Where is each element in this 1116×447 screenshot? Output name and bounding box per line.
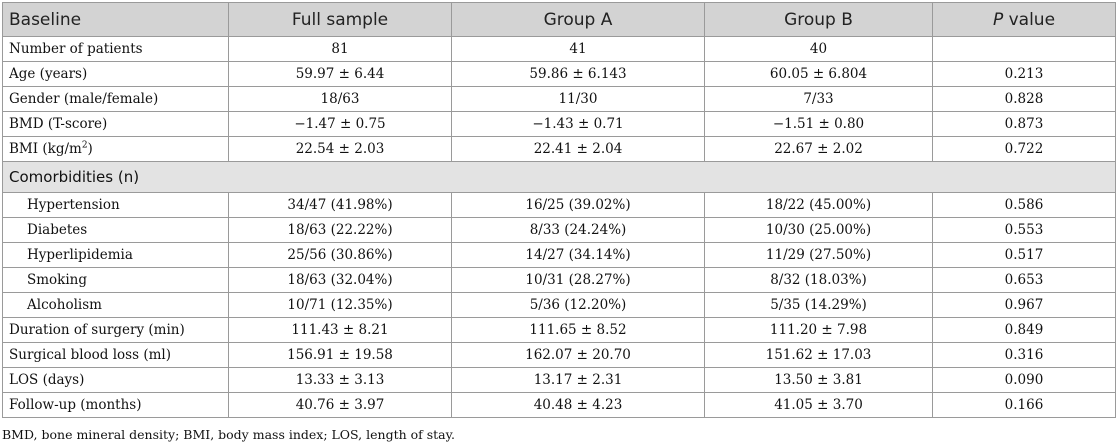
cell-group-a: 13.17 ± 2.31 <box>451 367 705 393</box>
row-label: Duration of surgery (min) <box>2 317 229 343</box>
cell-group-b: 40 <box>704 36 933 62</box>
cell-group-b: 5/35 (14.29%) <box>704 292 933 318</box>
cell-group-a: 40.48 ± 4.23 <box>451 392 705 418</box>
section-label-comorbidities: Comorbidities (n) <box>2 161 1116 193</box>
section-header-row: Comorbidities (n) <box>2 161 1116 193</box>
cell-group-b: 111.20 ± 7.98 <box>704 317 933 343</box>
row-label: Hypertension <box>2 192 229 218</box>
cell-p-value: 0.873 <box>932 111 1116 137</box>
cell-full-sample: 18/63 <box>228 86 452 112</box>
header-baseline: Baseline <box>2 2 229 37</box>
cell-full-sample: −1.47 ± 0.75 <box>228 111 452 137</box>
cell-full-sample: 34/47 (41.98%) <box>228 192 452 218</box>
cell-p-value <box>932 36 1116 62</box>
row-label: Age (years) <box>2 61 229 87</box>
cell-group-b: 13.50 ± 3.81 <box>704 367 933 393</box>
cell-full-sample: 40.76 ± 3.97 <box>228 392 452 418</box>
table-row: Surgical blood loss (ml) 156.91 ± 19.58 … <box>2 342 1116 368</box>
cell-group-b: 8/32 (18.03%) <box>704 267 933 293</box>
cell-p-value: 0.586 <box>932 192 1116 218</box>
cell-group-b: 60.05 ± 6.804 <box>704 61 933 87</box>
cell-p-value: 0.849 <box>932 317 1116 343</box>
table-row: Smoking 18/63 (32.04%) 10/31 (28.27%) 8/… <box>2 267 1116 293</box>
table-row: LOS (days) 13.33 ± 3.13 13.17 ± 2.31 13.… <box>2 367 1116 393</box>
row-label: BMD (T-score) <box>2 111 229 137</box>
header-p-letter: P <box>992 9 1004 30</box>
cell-p-value: 0.967 <box>932 292 1116 318</box>
cell-full-sample: 22.54 ± 2.03 <box>228 136 452 162</box>
cell-group-b: 151.62 ± 17.03 <box>704 342 933 368</box>
table-footnote: BMD, bone mineral density; BMI, body mas… <box>2 427 456 442</box>
table-row: Hypertension 34/47 (41.98%) 16/25 (39.02… <box>2 192 1116 218</box>
cell-p-value: 0.653 <box>932 267 1116 293</box>
row-label: BMI (kg/m2) <box>2 136 229 162</box>
header-p-value: P value <box>932 2 1116 37</box>
cell-group-a: 16/25 (39.02%) <box>451 192 705 218</box>
table-row: Hyperlipidemia 25/56 (30.86%) 14/27 (34.… <box>2 242 1116 268</box>
cell-full-sample: 81 <box>228 36 452 62</box>
row-label-text: BMI (kg/m <box>9 141 82 157</box>
row-label: Hyperlipidemia <box>2 242 229 268</box>
cell-p-value: 0.213 <box>932 61 1116 87</box>
cell-group-a: 8/33 (24.24%) <box>451 217 705 243</box>
cell-group-b: 10/30 (25.00%) <box>704 217 933 243</box>
cell-p-value: 0.722 <box>932 136 1116 162</box>
table-row: Gender (male/female) 18/63 11/30 7/33 0.… <box>2 86 1116 112</box>
cell-group-b: 22.67 ± 2.02 <box>704 136 933 162</box>
cell-p-value: 0.316 <box>932 342 1116 368</box>
table-row: Age (years) 59.97 ± 6.44 59.86 ± 6.143 6… <box>2 61 1116 87</box>
cell-p-value: 0.517 <box>932 242 1116 268</box>
header-group-b: Group B <box>704 2 933 37</box>
table-row: Diabetes 18/63 (22.22%) 8/33 (24.24%) 10… <box>2 217 1116 243</box>
cell-group-a: 5/36 (12.20%) <box>451 292 705 318</box>
row-label: Follow-up (months) <box>2 392 229 418</box>
cell-p-value: 0.090 <box>932 367 1116 393</box>
cell-group-a: 11/30 <box>451 86 705 112</box>
cell-full-sample: 25/56 (30.86%) <box>228 242 452 268</box>
cell-p-value: 0.553 <box>932 217 1116 243</box>
table-row: Number of patients 81 41 40 <box>2 36 1116 62</box>
header-full-sample: Full sample <box>228 2 452 37</box>
row-label-superscript: 2 <box>81 140 88 151</box>
cell-group-b: 41.05 ± 3.70 <box>704 392 933 418</box>
cell-group-b: 18/22 (45.00%) <box>704 192 933 218</box>
cell-group-a: −1.43 ± 0.71 <box>451 111 705 137</box>
cell-p-value: 0.828 <box>932 86 1116 112</box>
cell-group-b: 11/29 (27.50%) <box>704 242 933 268</box>
cell-p-value: 0.166 <box>932 392 1116 418</box>
row-label: LOS (days) <box>2 367 229 393</box>
cell-group-b: −1.51 ± 0.80 <box>704 111 933 137</box>
cell-group-a: 41 <box>451 36 705 62</box>
row-label: Diabetes <box>2 217 229 243</box>
cell-full-sample: 10/71 (12.35%) <box>228 292 452 318</box>
table-row: Duration of surgery (min) 111.43 ± 8.21 … <box>2 317 1116 343</box>
cell-group-a: 59.86 ± 6.143 <box>451 61 705 87</box>
table-row: BMI (kg/m2) 22.54 ± 2.03 22.41 ± 2.04 22… <box>2 136 1116 162</box>
cell-full-sample: 156.91 ± 19.58 <box>228 342 452 368</box>
table-header-row: Baseline Full sample Group A Group B P v… <box>2 2 1116 37</box>
cell-group-b: 7/33 <box>704 86 933 112</box>
cell-group-a: 111.65 ± 8.52 <box>451 317 705 343</box>
cell-full-sample: 18/63 (32.04%) <box>228 267 452 293</box>
row-label: Smoking <box>2 267 229 293</box>
row-label: Alcoholism <box>2 292 229 318</box>
cell-full-sample: 59.97 ± 6.44 <box>228 61 452 87</box>
cell-group-a: 162.07 ± 20.70 <box>451 342 705 368</box>
row-label-tail: ) <box>87 141 93 157</box>
cell-group-a: 14/27 (34.14%) <box>451 242 705 268</box>
cell-group-a: 22.41 ± 2.04 <box>451 136 705 162</box>
table-row: BMD (T-score) −1.47 ± 0.75 −1.43 ± 0.71 … <box>2 111 1116 137</box>
row-label: Number of patients <box>2 36 229 62</box>
baseline-characteristics-table: Baseline Full sample Group A Group B P v… <box>2 2 1116 418</box>
cell-full-sample: 111.43 ± 8.21 <box>228 317 452 343</box>
table-row: Follow-up (months) 40.76 ± 3.97 40.48 ± … <box>2 392 1116 418</box>
cell-group-a: 10/31 (28.27%) <box>451 267 705 293</box>
row-label: Gender (male/female) <box>2 86 229 112</box>
cell-full-sample: 18/63 (22.22%) <box>228 217 452 243</box>
cell-full-sample: 13.33 ± 3.13 <box>228 367 452 393</box>
header-p-rest: value <box>1003 9 1056 30</box>
table-row: Alcoholism 10/71 (12.35%) 5/36 (12.20%) … <box>2 292 1116 318</box>
row-label: Surgical blood loss (ml) <box>2 342 229 368</box>
header-group-a: Group A <box>451 2 705 37</box>
